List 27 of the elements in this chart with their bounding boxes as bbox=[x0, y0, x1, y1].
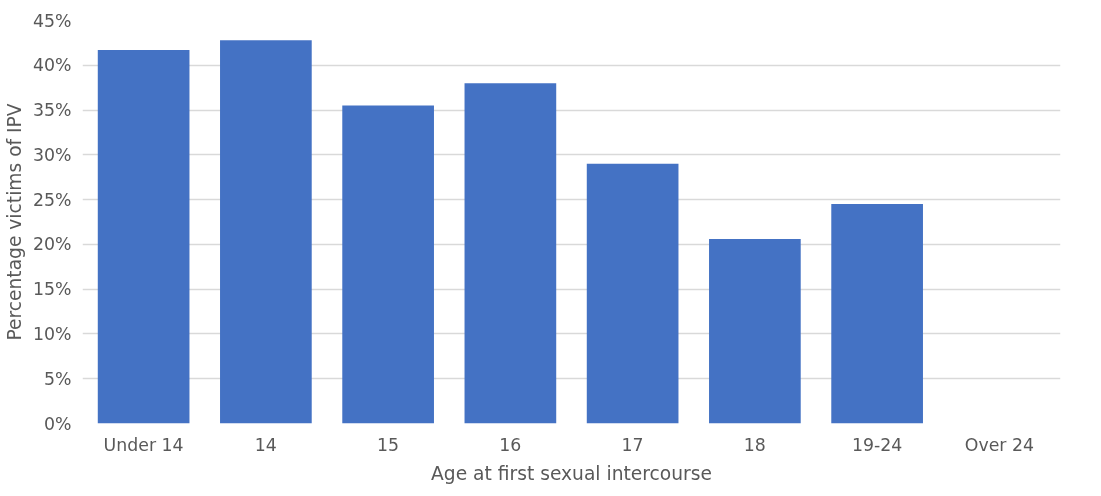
x-tick-label: 17 bbox=[621, 434, 644, 455]
x-tick-label: 18 bbox=[743, 434, 766, 455]
y-tick-label: 5% bbox=[44, 368, 72, 389]
x-tick-label: 14 bbox=[254, 434, 277, 455]
y-axis-title: Percentage victims of IPV bbox=[3, 103, 25, 341]
x-tick-label: 16 bbox=[499, 434, 522, 455]
x-tick-label: Over 24 bbox=[964, 434, 1035, 455]
y-tick-label: 0% bbox=[44, 413, 72, 434]
bar bbox=[342, 105, 434, 424]
y-tick-label: 25% bbox=[32, 189, 72, 210]
x-axis-title: Age at first sexual intercourse bbox=[431, 462, 712, 484]
bar bbox=[709, 239, 801, 424]
bar bbox=[586, 163, 679, 424]
y-tick-label: 45% bbox=[32, 10, 72, 31]
x-tick-label: 19-24 bbox=[851, 434, 903, 455]
y-tick-label: 35% bbox=[32, 100, 72, 121]
y-tick-label: 15% bbox=[32, 279, 72, 300]
bar bbox=[464, 83, 557, 424]
bar bbox=[831, 204, 923, 424]
bar bbox=[97, 50, 190, 424]
x-tick-label: 15 bbox=[377, 434, 400, 455]
y-tick-label: 40% bbox=[32, 55, 72, 76]
y-tick-label: 30% bbox=[32, 144, 72, 165]
y-tick-label: 20% bbox=[32, 234, 72, 255]
x-tick-label: Under 14 bbox=[103, 434, 184, 455]
y-tick-label: 10% bbox=[32, 323, 72, 344]
bar bbox=[220, 40, 312, 424]
